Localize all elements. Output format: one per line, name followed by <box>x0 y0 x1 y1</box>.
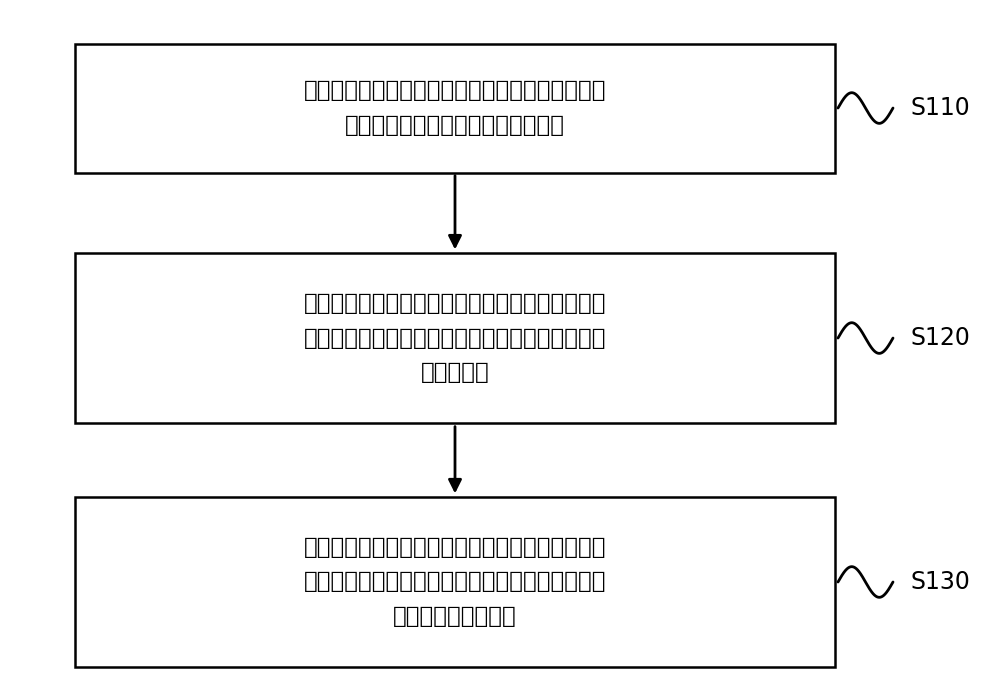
Text: S110: S110 <box>910 96 970 120</box>
Bar <box>75 253 835 423</box>
Text: S120: S120 <box>910 326 970 350</box>
Bar <box>75 496 835 668</box>
Text: 根据所述选层梯度基础参数、相位编码梯度基础参
数、频率编码梯度基础参数以及待确定参数生成优
化目标函数: 根据所述选层梯度基础参数、相位编码梯度基础参 数、频率编码梯度基础参数以及待确定… <box>304 292 606 384</box>
Text: 获取预先设置的选层梯度基础参数、相位编码梯度
基础参数以及频率编码梯度基础参数: 获取预先设置的选层梯度基础参数、相位编码梯度 基础参数以及频率编码梯度基础参数 <box>304 79 606 137</box>
Text: 根据所述优化目标函数以及预先设置的约束条件计
算出所述待确定参数的参数值，基于所述参数值设
置所述梯度回波序列: 根据所述优化目标函数以及预先设置的约束条件计 算出所述待确定参数的参数值，基于所… <box>304 536 606 628</box>
Bar <box>75 43 835 173</box>
Text: S130: S130 <box>910 570 970 594</box>
